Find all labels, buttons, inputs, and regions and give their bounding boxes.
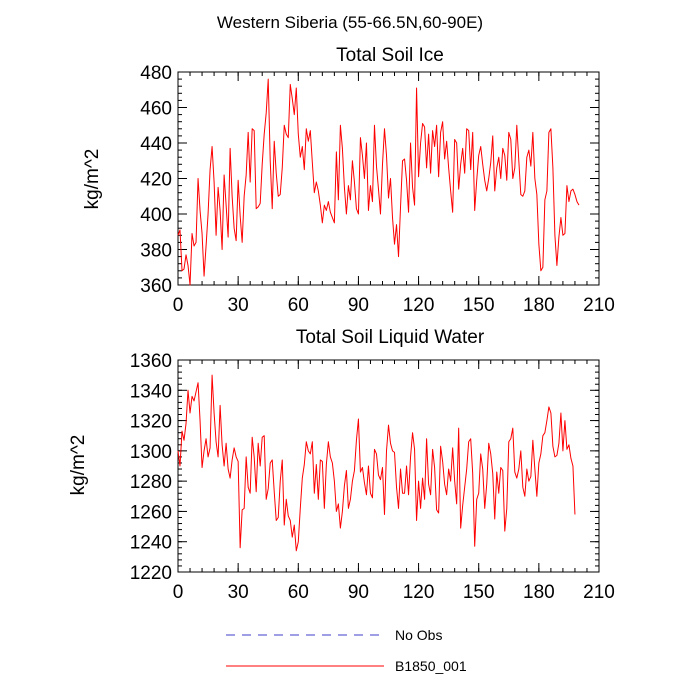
y-axis-label: kg/m^2 (82, 149, 103, 210)
x-tick-label: 150 (463, 295, 495, 316)
x-tick-label: 90 (348, 295, 369, 316)
y-tick-label: 1280 (130, 472, 172, 493)
x-tick-label: 90 (348, 582, 369, 603)
legend-label-no-obs: No Obs (395, 627, 442, 643)
y-tick-label: 420 (140, 170, 172, 191)
x-tick-label: 210 (583, 295, 615, 316)
y-tick-label: 360 (140, 276, 172, 297)
y-tick-label: 1320 (130, 412, 172, 433)
y-tick-label: 1240 (130, 533, 172, 554)
x-tick-label: 210 (583, 582, 615, 603)
x-tick-label: 30 (228, 582, 249, 603)
figure-title: Western Siberia (55-66.5N,60-90E) (217, 13, 483, 32)
y-tick-label: 1340 (130, 381, 172, 402)
x-tick-label: 60 (288, 582, 309, 603)
x-tick-label: 120 (403, 295, 435, 316)
x-tick-label: 180 (523, 295, 555, 316)
x-tick-label: 60 (288, 295, 309, 316)
y-tick-label: 1220 (130, 563, 172, 584)
x-tick-label: 30 (228, 295, 249, 316)
plot-frame (177, 71, 600, 286)
y-tick-label: 440 (140, 134, 172, 155)
x-tick-label: 0 (173, 582, 184, 603)
series-line-b1850-001 (177, 374, 576, 552)
chart-title: Total Soil Ice (336, 45, 444, 66)
chart-marks: 0 30 60 90 120 150 180 210 360 380 400 420 440 460 480 (140, 63, 615, 316)
x-tick-label: 120 (403, 582, 435, 603)
y-axis-label: kg/m^2 (68, 435, 89, 496)
y-tick-label: 400 (140, 205, 172, 226)
x-tick-label: 180 (523, 582, 555, 603)
y-tick-label: 1300 (130, 442, 172, 463)
legend-label-b1850: B1850_001 (395, 658, 467, 674)
chart-marks: 0 30 60 90 120 150 180 210 1220 1240 1260 1280 1300 1… (130, 351, 615, 603)
y-tick-label: 480 (140, 63, 172, 84)
chart-panel-soil-ice: Total Soil Ice kg/m^2 0 30 60 90 120 150 180 21… (82, 45, 615, 316)
chart-title: Total Soil Liquid Water (296, 327, 485, 348)
x-tick-label: 150 (463, 582, 495, 603)
series-line-b1850-001 (177, 78, 580, 286)
y-tick-label: 460 (140, 99, 172, 120)
x-tick-label: 0 (173, 295, 184, 316)
legend: No Obs B1850_001 (226, 627, 467, 674)
chart-panel-soil-liquid-water: Total Soil Liquid Water kg/m^2 0 30 60 90 12… (68, 327, 615, 603)
y-tick-label: 380 (140, 241, 172, 262)
y-tick-label: 1360 (130, 351, 172, 372)
plot-frame (177, 359, 600, 573)
y-tick-label: 1260 (130, 502, 172, 523)
